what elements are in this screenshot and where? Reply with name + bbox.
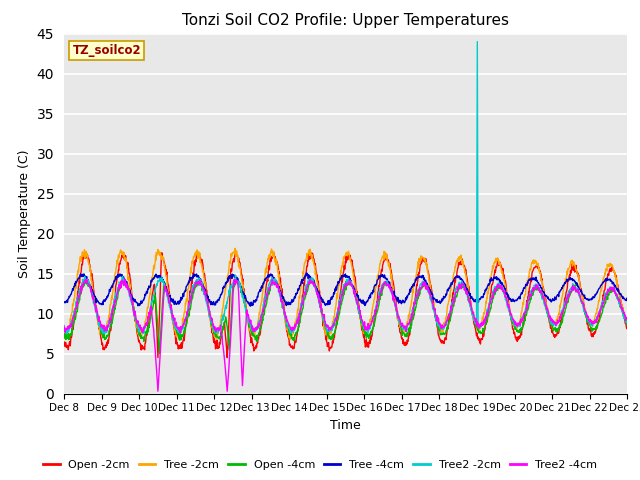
Title: Tonzi Soil CO2 Profile: Upper Temperatures: Tonzi Soil CO2 Profile: Upper Temperatur… (182, 13, 509, 28)
Legend: Open -2cm, Tree -2cm, Open -4cm, Tree -4cm, Tree2 -2cm, Tree2 -4cm: Open -2cm, Tree -2cm, Open -4cm, Tree -4… (38, 456, 602, 474)
Y-axis label: Soil Temperature (C): Soil Temperature (C) (18, 149, 31, 278)
Text: TZ_soilco2: TZ_soilco2 (72, 44, 141, 58)
X-axis label: Time: Time (330, 419, 361, 432)
